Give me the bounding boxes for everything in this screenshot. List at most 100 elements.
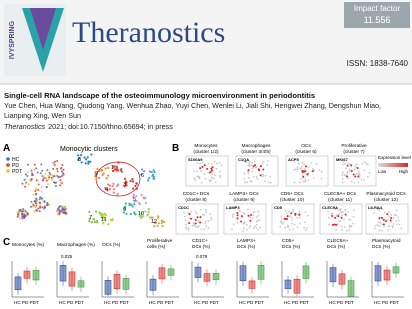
umap-dot <box>313 169 316 171</box>
cluster-label: 3 <box>123 182 126 188</box>
box <box>338 273 346 285</box>
umap-hot-dot <box>331 215 334 218</box>
umap-dot <box>345 174 347 176</box>
umap-dot <box>243 227 245 230</box>
box-title: Plasmacytoid <box>372 238 401 244</box>
box <box>194 266 202 278</box>
umap-dot <box>360 178 363 181</box>
cluster-dot <box>150 170 153 174</box>
umap-dot <box>304 178 307 180</box>
umap-dot <box>304 221 306 224</box>
umap-dot <box>205 225 208 227</box>
umap-hot-dot <box>254 164 257 167</box>
umap-dot <box>280 215 283 218</box>
umap-dot <box>320 170 323 173</box>
cell-dot <box>35 179 38 182</box>
cell-dot <box>61 174 64 177</box>
umap-dot <box>341 163 344 166</box>
group-labels: HC PD PDT <box>284 300 309 305</box>
umap-hot-dot <box>357 175 360 178</box>
cell-dot <box>48 171 51 174</box>
cell-dot <box>42 178 45 181</box>
umap-dot <box>255 226 258 229</box>
cell-dot <box>64 206 67 209</box>
umap-dot <box>205 211 208 214</box>
umap-title: (cluster 11) <box>328 197 352 203</box>
umap-dot <box>386 219 389 222</box>
group-labels: HC PD PDT <box>374 300 399 305</box>
box <box>293 278 301 294</box>
umap-title: (cluster 3/4/5) <box>241 149 271 155</box>
umap-dot <box>204 209 207 211</box>
umap-frame <box>333 155 377 187</box>
umap-dot <box>397 219 400 222</box>
umap-dot <box>200 228 203 231</box>
impact-label: Impact factor <box>354 4 401 13</box>
umap-hot-dot <box>236 214 239 217</box>
cluster-label: 4 <box>105 187 108 193</box>
cluster-dot <box>115 165 118 168</box>
cell-dot <box>32 193 35 196</box>
cluster-dot <box>120 168 123 171</box>
umap-dot <box>245 223 248 226</box>
cell-dot <box>32 204 35 207</box>
cell-dot <box>30 178 33 181</box>
umap-dot <box>247 172 250 175</box>
cell-dot <box>61 164 64 167</box>
cluster-dot <box>113 188 116 191</box>
umap-dot <box>243 221 246 224</box>
cell-dot <box>40 163 43 166</box>
legend-dot <box>6 163 10 167</box>
group-labels: HC PD PDT <box>104 300 129 305</box>
umap-dot <box>245 228 248 231</box>
cluster-dot <box>98 211 101 214</box>
umap-dot <box>252 214 255 217</box>
umap-dot <box>282 221 285 224</box>
umap-dot <box>341 214 344 217</box>
cell-dot <box>26 171 29 174</box>
umap-dot <box>214 174 216 177</box>
cluster-dot <box>94 171 97 174</box>
box <box>167 268 175 276</box>
umap-dot <box>389 221 392 224</box>
umap-hot-dot <box>236 212 239 215</box>
cluster-dot <box>128 202 131 205</box>
cluster-dot <box>85 158 88 161</box>
umap-dot <box>354 165 357 167</box>
umap-hot-dot <box>302 175 305 178</box>
cell-dot <box>39 206 42 209</box>
umap-dot <box>197 225 200 227</box>
box <box>284 279 292 289</box>
umap-dot <box>328 223 330 226</box>
umap-dot <box>377 208 379 211</box>
umap-title: (cluster 1/2) <box>193 149 219 155</box>
cell-dot <box>58 212 61 215</box>
umap-dot <box>258 226 261 229</box>
article-citation: Theranostics 2021; doi:10.7150/thno.65694… <box>4 122 173 131</box>
cluster-dot <box>122 211 125 214</box>
umap-hot-dot <box>384 220 387 223</box>
logo: IVYSPRING <box>4 4 66 76</box>
umap-dot <box>219 170 221 173</box>
umap-dot <box>355 173 358 176</box>
umap-dot <box>400 227 403 230</box>
umap-dot <box>287 210 290 213</box>
umap-dot <box>194 210 197 213</box>
issn: ISSN: 1838-7640 <box>347 59 409 68</box>
cluster-dot <box>102 215 105 219</box>
umap-dot <box>187 228 190 231</box>
cluster-label: 8 <box>78 157 81 163</box>
umap-hot-dot <box>259 165 262 168</box>
umap-dot <box>251 170 254 173</box>
umap-dot <box>304 172 306 175</box>
cell-dot <box>59 184 62 187</box>
umap-dot <box>250 164 253 167</box>
cluster-dot <box>113 168 117 171</box>
legend-dot <box>6 169 10 173</box>
umap-title: OCs <box>301 143 311 149</box>
cluster-dot <box>103 213 107 216</box>
cluster-dot <box>134 213 137 216</box>
umap-dot <box>378 221 381 224</box>
cell-dot <box>56 159 59 162</box>
cluster-dot <box>157 222 160 225</box>
